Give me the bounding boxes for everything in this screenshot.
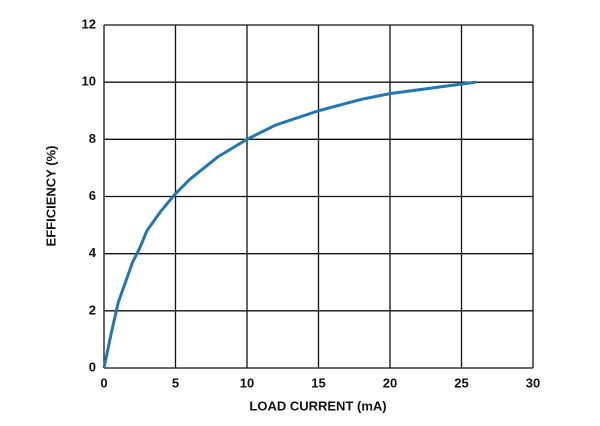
x-tick-label: 15 — [311, 375, 325, 390]
y-tick-label: 10 — [82, 74, 96, 89]
x-tick-label: 10 — [240, 375, 254, 390]
y-tick-label: 6 — [89, 188, 96, 203]
y-tick-label: 12 — [82, 16, 96, 31]
x-tick-label: 5 — [172, 375, 179, 390]
y-tick-label: 0 — [89, 359, 96, 374]
x-tick-label: 30 — [526, 375, 540, 390]
y-axis-label: EFFICIENCY (%) — [43, 146, 58, 247]
x-tick-label: 0 — [100, 375, 107, 390]
x-tick-label: 20 — [383, 375, 397, 390]
y-tick-label: 8 — [89, 131, 96, 146]
data-line — [102, 80, 476, 369]
x-axis-label: LOAD CURRENT (mA) — [249, 398, 386, 413]
y-tick-label: 2 — [89, 302, 96, 317]
y-tick-label: 4 — [89, 245, 97, 260]
x-tick-label: 25 — [454, 375, 468, 390]
